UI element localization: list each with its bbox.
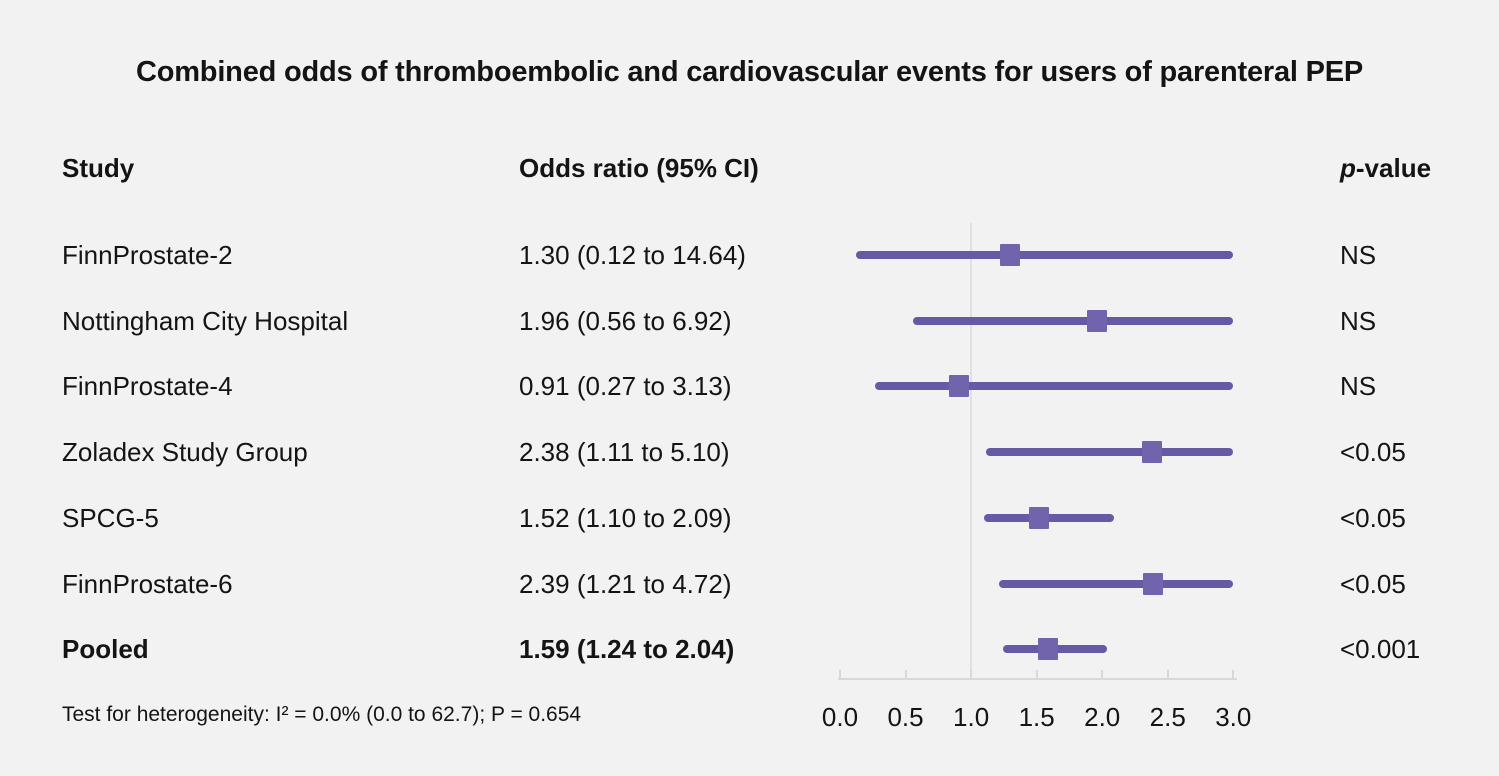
p-value-text: NS [1340, 371, 1377, 402]
confidence-interval-line [875, 382, 1234, 391]
axis-tick-label: 0.5 [887, 702, 924, 732]
study-label: SPCG-5 [62, 502, 159, 533]
study-label: FinnProstate-6 [62, 568, 233, 599]
odds-ratio-text: 2.39 (1.21 to 4.72) [519, 568, 732, 599]
odds-ratio-marker [1029, 506, 1050, 529]
p-value-text: <0.05 [1340, 437, 1406, 468]
chart-title: Combined odds of thromboembolic and card… [135, 56, 1364, 88]
p-value-suffix: -value [1355, 153, 1432, 183]
odds-ratio-marker [1000, 244, 1021, 266]
column-header-study: Study [62, 153, 135, 183]
confidence-interval-line [984, 513, 1114, 522]
p-value-text: NS [1340, 240, 1377, 270]
forest-row: Nottingham City Hospital 1.96 (0.56 to 6… [0, 304, 1499, 338]
odds-ratio-text: 1.30 (0.12 to 14.64) [519, 240, 746, 270]
p-value-text: NS [1340, 305, 1377, 336]
axis-tick-label: 2.5 [1149, 702, 1186, 732]
confidence-interval-line [855, 251, 1234, 259]
study-label: Zoladex Study Group [62, 437, 308, 468]
axis-tick-label: 1.0 [953, 702, 990, 732]
p-value-text: <0.05 [1340, 568, 1406, 599]
forest-row: SPCG-5 1.52 (1.10 to 2.09) <0.05 [0, 501, 1499, 535]
forest-row: FinnProstate-6 2.39 (1.21 to 4.72) <0.05 [0, 567, 1499, 601]
odds-ratio-marker [1086, 309, 1107, 332]
axis-tick [1232, 670, 1235, 680]
odds-ratio-text: 1.59 (1.24 to 2.04) [519, 634, 735, 665]
column-header-p-value: p-value [1340, 152, 1431, 185]
odds-ratio-marker [1143, 572, 1164, 595]
study-label: Pooled [62, 634, 149, 665]
axis-tick [1101, 670, 1104, 680]
study-label: FinnProstate-4 [62, 371, 233, 402]
axis-tick-label: 2.0 [1084, 702, 1121, 732]
axis-tick [1166, 670, 1169, 680]
study-label: FinnProstate-2 [62, 240, 233, 270]
odds-ratio-marker [1142, 441, 1163, 464]
column-header-odds-ratio: Odds ratio (95% CI) [519, 153, 759, 183]
axis-tick [839, 670, 841, 680]
confidence-interval-line [998, 579, 1234, 588]
odds-ratio-text: 2.38 (1.11 to 5.10) [519, 437, 730, 468]
odds-ratio-marker [949, 375, 970, 398]
reference-line-1.0 [970, 223, 972, 680]
p-value-text: <0.001 [1340, 634, 1421, 665]
odds-ratio-text: 1.96 (0.56 to 6.92) [519, 305, 732, 336]
study-label: Nottingham City Hospital [62, 305, 349, 336]
odds-ratio-text: 1.52 (1.10 to 2.09) [519, 502, 732, 533]
forest-row: Zoladex Study Group 2.38 (1.11 to 5.10) … [0, 435, 1499, 469]
axis-tick [904, 670, 907, 680]
axis-tick [970, 670, 973, 680]
axis-tick-label: 3.0 [1215, 702, 1252, 732]
p-italic-letter: p [1340, 153, 1356, 183]
forest-row: FinnProstate-4 0.91 (0.27 to 3.13) NS [0, 369, 1499, 403]
odds-ratio-marker [1038, 638, 1059, 661]
forest-row: FinnProstate-2 1.30 (0.12 to 14.64) NS [0, 238, 1499, 272]
confidence-interval-line [913, 316, 1234, 325]
confidence-interval-line [985, 448, 1234, 457]
axis-tick-label: 0.0 [821, 702, 859, 732]
odds-ratio-text: 0.91 (0.27 to 3.13) [519, 371, 732, 402]
axis-tick [1035, 670, 1038, 680]
forest-row: Pooled 1.59 (1.24 to 2.04) <0.001 [0, 632, 1499, 666]
axis-tick-label: 1.5 [1018, 702, 1055, 732]
heterogeneity-note: Test for heterogeneity: I² = 0.0% (0.0 t… [62, 703, 582, 726]
p-value-text: <0.05 [1340, 502, 1406, 533]
